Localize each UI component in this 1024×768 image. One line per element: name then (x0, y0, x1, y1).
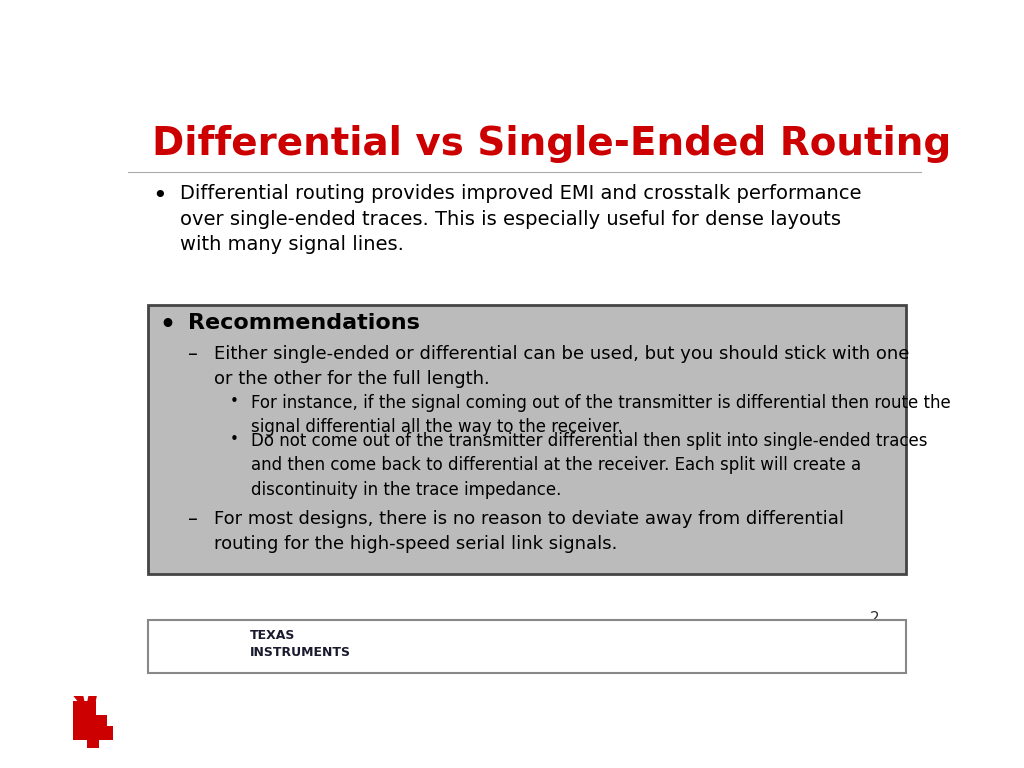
Text: Either single-ended or differential can be used, but you should stick with one
o: Either single-ended or differential can … (214, 346, 909, 388)
Text: –: – (187, 346, 198, 364)
Text: •: • (229, 394, 239, 409)
Text: •: • (152, 184, 167, 208)
Text: For instance, if the signal coming out of the transmitter is differential then r: For instance, if the signal coming out o… (251, 394, 950, 436)
Text: •: • (229, 432, 239, 447)
Text: For most designs, there is no reason to deviate away from differential
routing f: For most designs, there is no reason to … (214, 510, 844, 552)
Text: Differential vs Single-Ended Routing: Differential vs Single-Ended Routing (152, 124, 951, 163)
Polygon shape (87, 696, 97, 701)
Text: Do not come out of the transmitter differential then split into single-ended tra: Do not come out of the transmitter diffe… (251, 432, 928, 498)
Text: Differential routing provides improved EMI and crosstalk performance
over single: Differential routing provides improved E… (179, 184, 861, 254)
Text: •: • (160, 313, 176, 337)
FancyBboxPatch shape (147, 305, 905, 574)
Polygon shape (74, 696, 84, 701)
Text: 2: 2 (870, 611, 880, 627)
Text: Recommendations: Recommendations (187, 313, 420, 333)
Text: TEXAS
INSTRUMENTS: TEXAS INSTRUMENTS (250, 629, 350, 659)
FancyBboxPatch shape (147, 620, 905, 673)
Polygon shape (74, 701, 113, 748)
Text: –: – (187, 510, 198, 529)
